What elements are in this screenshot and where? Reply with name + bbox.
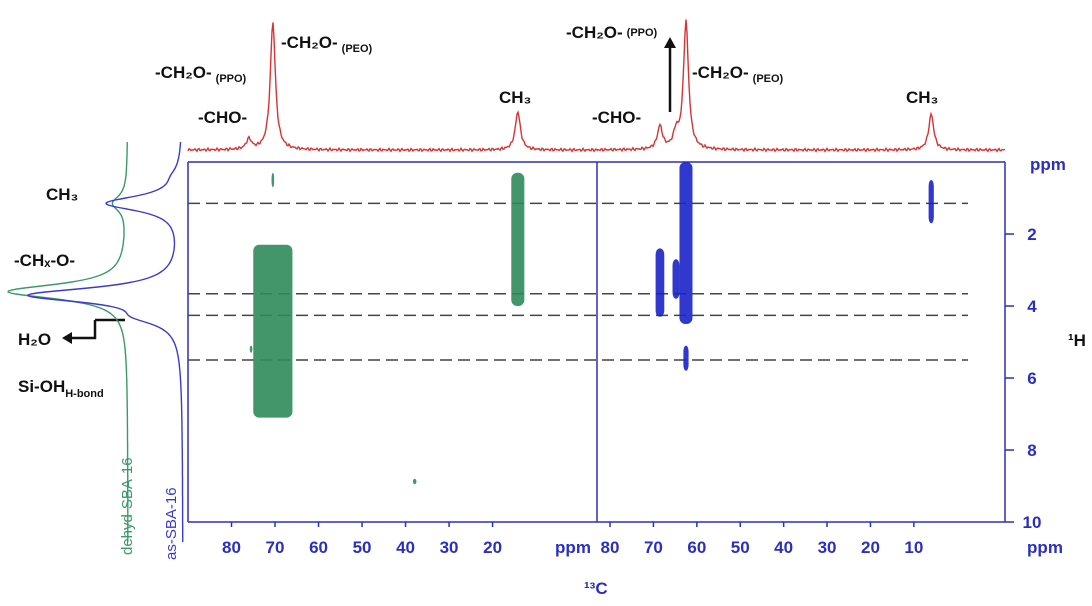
peak-label: -CH₂O- (PPO) <box>155 63 247 85</box>
x-tick-label: 20 <box>483 538 502 557</box>
label-sub: (PEO) <box>342 43 373 55</box>
x-title: ¹³C <box>584 579 608 598</box>
x-tick-label: 50 <box>353 538 372 557</box>
arrow <box>70 320 97 340</box>
y-title: ¹H <box>1068 331 1086 350</box>
cross-peak <box>679 162 693 324</box>
x-tick-label: 80 <box>601 538 620 557</box>
cross-peak <box>655 248 665 317</box>
x-tick-label: 30 <box>818 538 837 557</box>
x-tick-label: 60 <box>687 538 706 557</box>
cross-peak <box>412 478 417 485</box>
x-tick-label: 10 <box>904 538 923 557</box>
cross-peak <box>928 180 934 224</box>
peak-label: -CH₂O- (PEO) <box>281 33 373 55</box>
x-tick-label: 70 <box>266 538 285 557</box>
x-tick-label: 30 <box>440 538 459 557</box>
projection <box>26 142 184 542</box>
arrow-head <box>62 332 72 344</box>
y-tick-label: 10 <box>1023 513 1042 532</box>
x-unit: ppm <box>555 538 591 557</box>
cross-peak <box>253 244 293 418</box>
label-text: -CH₂O- <box>155 63 212 82</box>
peak-label: -CH₂O- (PPO) <box>566 23 658 42</box>
label-sub: (PEO) <box>753 73 784 85</box>
peak-label: -CH₂O- (PEO) <box>692 63 784 85</box>
peak-label: -CHO- <box>592 108 641 127</box>
cross-peak <box>672 259 680 299</box>
peak-label: CH₃ <box>906 88 938 107</box>
label-sub: (PPO) <box>627 27 658 39</box>
side-label: -CHₓ-O- <box>14 251 75 270</box>
cross-peak <box>271 172 275 188</box>
projection <box>7 141 129 542</box>
y-tick-label: 8 <box>1027 441 1036 460</box>
x-tick-label: 60 <box>309 538 328 557</box>
legend-label: as-SBA-16 <box>163 487 180 560</box>
label-text: -CH₂O- <box>692 63 749 82</box>
y-tick-label: 2 <box>1027 225 1036 244</box>
top-spectrum <box>187 19 1006 153</box>
label-sub: (PPO) <box>216 73 247 85</box>
x-tick-label: 70 <box>644 538 663 557</box>
side-label: H₂O <box>18 330 51 349</box>
plot: 2 4 6 8 10 80 70 60 50 40 30 20 ppm 80 70 60 50 40 30 20 10 p… <box>7 19 1063 560</box>
x-tick-label: 80 <box>222 538 241 557</box>
x-tick-label: 20 <box>861 538 880 557</box>
x-unit: ppm <box>1027 538 1063 557</box>
cross-peak <box>511 172 525 306</box>
cross-peak <box>683 345 689 371</box>
side-label: CH₃ <box>46 185 78 204</box>
cross-peak <box>249 345 253 353</box>
x-tick-label: 50 <box>731 538 750 557</box>
side-label: Si-OHH-bond <box>18 377 104 400</box>
arrow-head <box>664 37 676 48</box>
x-tick-label: 40 <box>396 538 415 557</box>
label-sub: H-bond <box>65 388 103 400</box>
y-unit: ppm <box>1030 155 1066 174</box>
label-text: -CH₂O- <box>281 33 338 52</box>
peak-label: CH₃ <box>499 88 531 107</box>
y-tick-label: 6 <box>1027 369 1036 388</box>
label-text: Si-OH <box>18 377 65 396</box>
label-text: -CH₂O- <box>566 23 623 42</box>
x-tick-label: 40 <box>774 538 793 557</box>
legend-label: dehyd-SBA-16 <box>119 457 136 555</box>
peak-label: -CHO- <box>198 108 247 127</box>
y-tick-label: 4 <box>1027 297 1037 316</box>
